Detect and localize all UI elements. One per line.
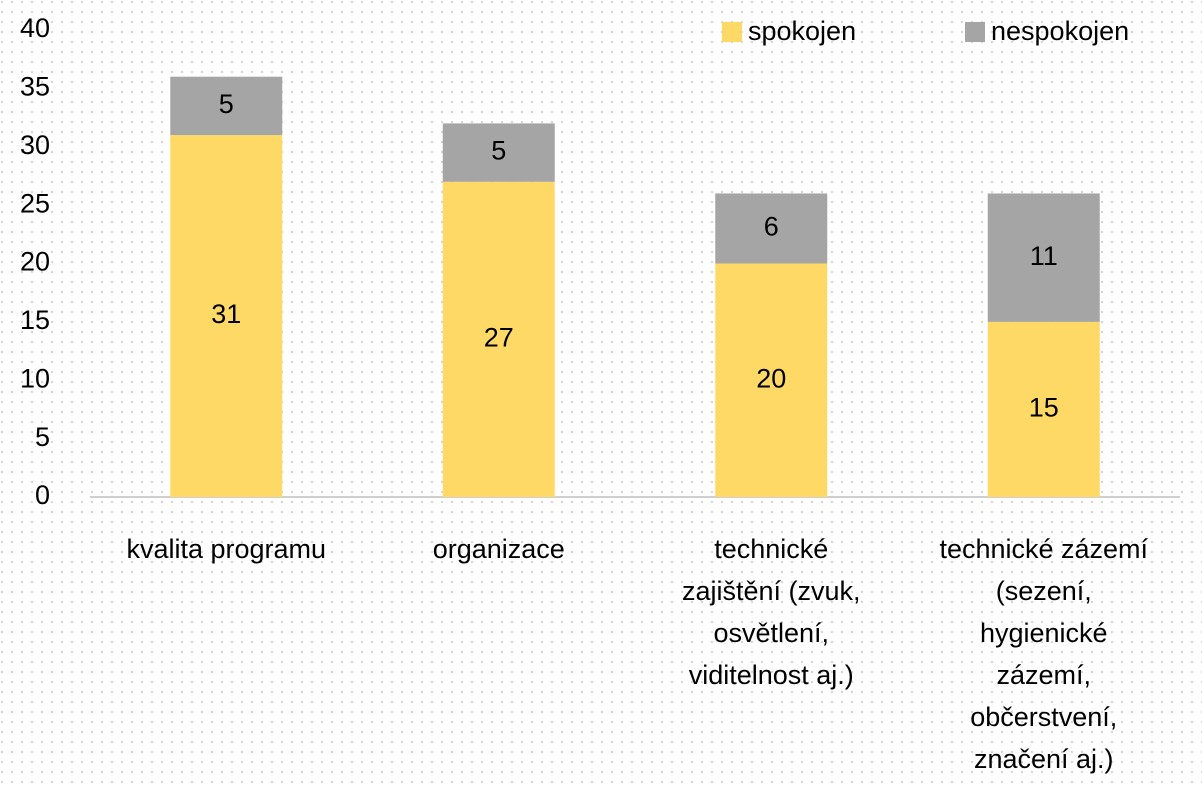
y-tick-label: 35 bbox=[20, 72, 50, 102]
x-tick-label: organizace bbox=[433, 534, 565, 564]
y-tick-label: 15 bbox=[20, 305, 50, 335]
bar-segment bbox=[987, 193, 1100, 322]
data-label: 5 bbox=[219, 89, 234, 119]
y-tick-label: 40 bbox=[20, 13, 50, 43]
x-tick-label: kvalita programu bbox=[126, 534, 326, 564]
bar-segment bbox=[442, 181, 555, 497]
y-tick-label: 5 bbox=[35, 422, 50, 452]
x-tick-label: osvětlení, bbox=[713, 618, 829, 648]
x-tick-label: technické bbox=[714, 534, 828, 564]
y-tick-label: 20 bbox=[20, 247, 50, 277]
y-tick-label: 10 bbox=[20, 363, 50, 393]
bar-segment bbox=[715, 193, 828, 264]
x-tick-label: technické zázemí bbox=[939, 534, 1148, 564]
data-label: 27 bbox=[484, 323, 514, 353]
data-label: 6 bbox=[764, 212, 779, 242]
x-tick-label: zajištění (zvuk, bbox=[682, 576, 861, 606]
x-tick-label: viditelnost aj.) bbox=[689, 660, 854, 690]
x-tick-label: hygienické bbox=[980, 618, 1108, 648]
bar-segment bbox=[442, 123, 555, 182]
data-label: 20 bbox=[756, 363, 786, 393]
x-tick-label: občerstvení, bbox=[970, 702, 1117, 732]
legend-swatch bbox=[722, 22, 742, 42]
bar-segment bbox=[170, 135, 283, 497]
x-tick-label: (sezení, bbox=[996, 576, 1092, 606]
legend-label: spokojen bbox=[748, 16, 856, 46]
legend-swatch bbox=[965, 22, 985, 42]
y-tick-label: 30 bbox=[20, 130, 50, 160]
y-tick-label: 25 bbox=[20, 188, 50, 218]
data-label: 15 bbox=[1029, 393, 1059, 423]
bar-segment bbox=[987, 321, 1100, 497]
legend-label: nespokojen bbox=[991, 16, 1129, 46]
data-label: 31 bbox=[211, 299, 241, 329]
bar-segment bbox=[715, 263, 828, 497]
y-tick-label: 0 bbox=[35, 480, 50, 510]
data-label: 11 bbox=[1030, 241, 1058, 271]
x-tick-label: zázemí, bbox=[996, 660, 1091, 690]
bar-segment bbox=[170, 76, 283, 136]
data-label: 5 bbox=[491, 136, 506, 166]
x-tick-label: značení aj.) bbox=[974, 744, 1114, 774]
